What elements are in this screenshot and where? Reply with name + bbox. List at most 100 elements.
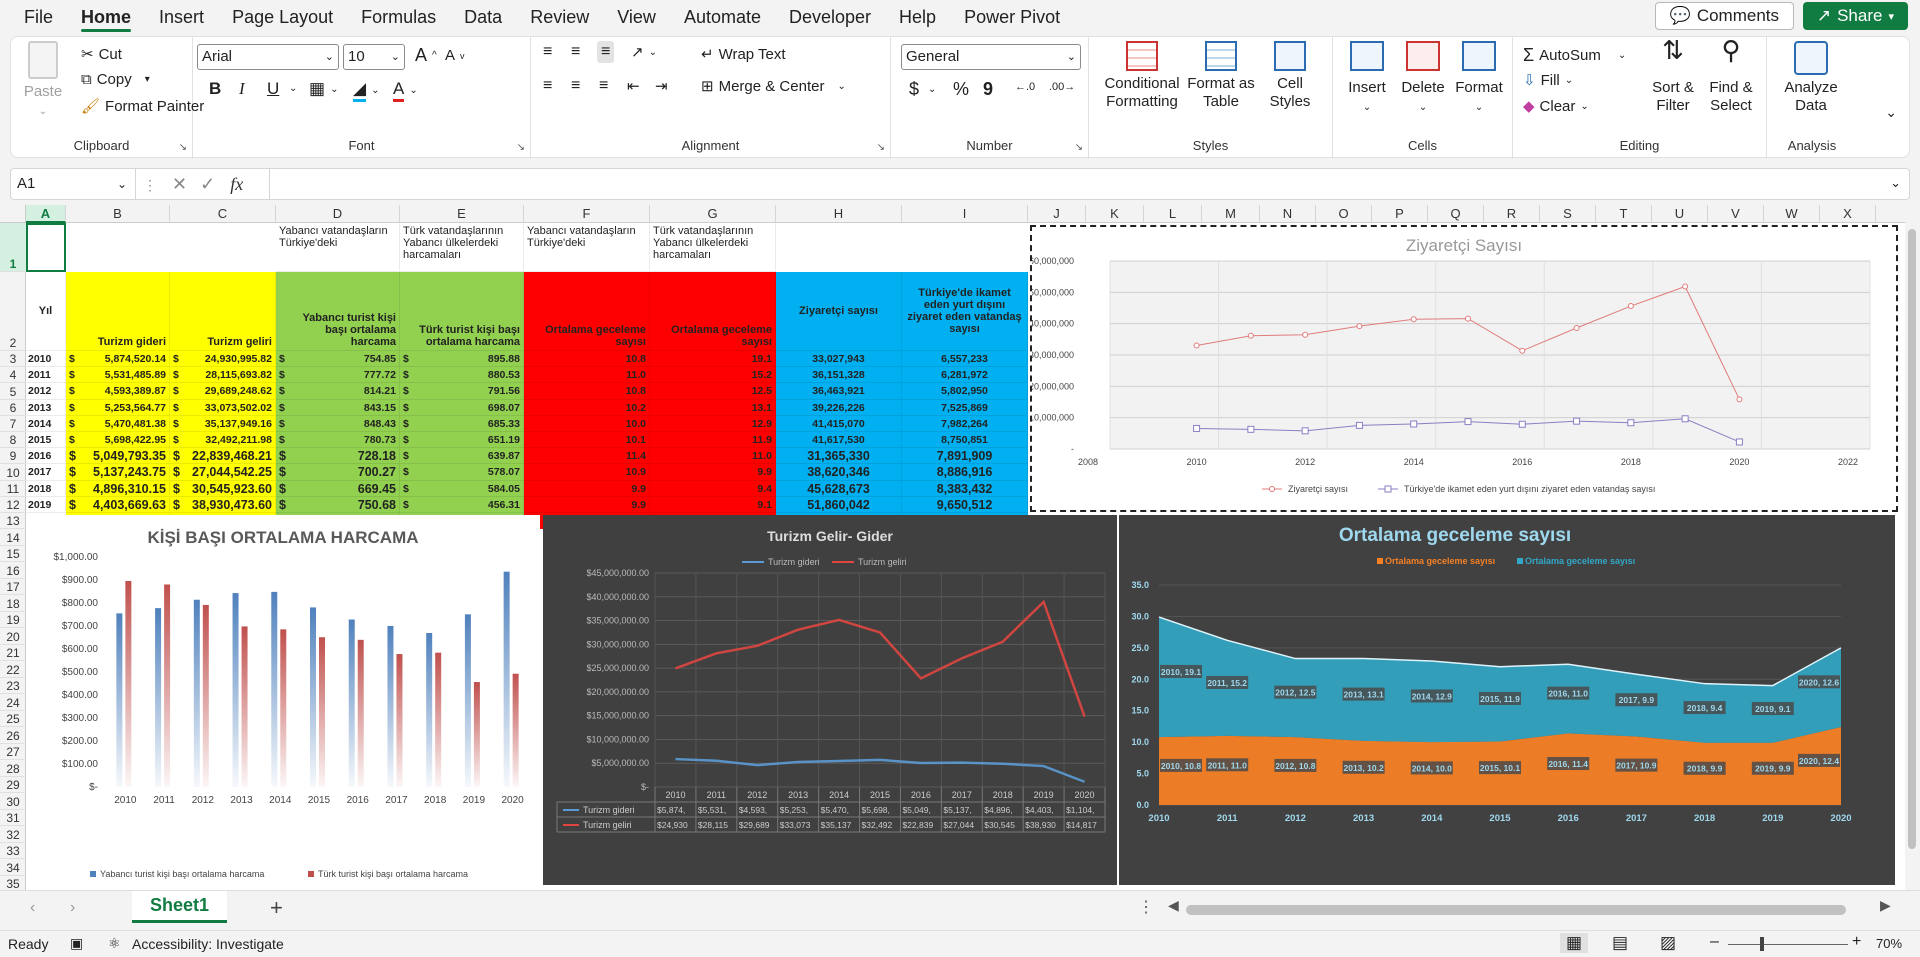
cell-B6[interactable]: $5,253,564.77	[66, 399, 170, 416]
dialog-launcher-icon[interactable]: ↘	[516, 142, 525, 153]
header-cell-H[interactable]: Ziyaretçi sayısı	[776, 272, 902, 351]
cell-G1[interactable]: Türk vatandaşlarının Yabancı ülkelerdeki…	[650, 223, 776, 272]
cut-button[interactable]: ✂ Cut	[81, 45, 122, 64]
dialog-launcher-icon[interactable]: ↘	[178, 142, 187, 153]
row-header-25[interactable]: 25	[0, 711, 26, 728]
cell-E1[interactable]: Türk vatandaşlarının Yabancı ülkelerdeki…	[400, 223, 524, 272]
menu-tab-power-pivot[interactable]: Power Pivot	[964, 7, 1061, 27]
cell-H4[interactable]: 36,151,328	[776, 367, 902, 384]
cell-H8[interactable]: 41,617,530	[776, 432, 902, 449]
column-header-N[interactable]: N	[1260, 205, 1316, 223]
row-header-26[interactable]: 26	[0, 727, 26, 744]
row-header-21[interactable]: 21	[0, 645, 26, 662]
cell-E4[interactable]: $880.53	[400, 367, 524, 384]
conditional-formatting-button[interactable]: Conditional Formatting	[1101, 41, 1183, 111]
row-header-28[interactable]: 28	[0, 760, 26, 777]
cell-D8[interactable]: $780.73	[276, 432, 400, 449]
cell-A4[interactable]: 2011	[26, 367, 66, 384]
scroll-right-icon[interactable]: ▶	[1880, 897, 1891, 913]
cell-D6[interactable]: $843.15	[276, 399, 400, 416]
vertical-scrollbar[interactable]	[1905, 205, 1920, 890]
accessibility-icon[interactable]: ⚛	[108, 935, 121, 951]
merge-center-button[interactable]: ⊞ Merge & Center ⌄	[701, 77, 846, 96]
zoom-slider-thumb[interactable]	[1760, 937, 1764, 951]
row-header-22[interactable]: 22	[0, 661, 26, 678]
cell-B3[interactable]: $5,874,520.14	[66, 351, 170, 368]
decrease-decimal-icon[interactable]: .00→	[1049, 81, 1076, 93]
cell-I10[interactable]: 8,886,916	[902, 464, 1028, 481]
row-header-16[interactable]: 16	[0, 562, 26, 579]
format-as-table-button[interactable]: Format as Table	[1185, 41, 1257, 111]
column-header-U[interactable]: U	[1652, 205, 1708, 223]
header-cell-I[interactable]: Türkiye'de ikamet eden yurt dışını ziyar…	[902, 272, 1028, 351]
row-header-35[interactable]: 35	[0, 876, 26, 890]
autosum-button[interactable]: Σ AutoSum ⌄	[1523, 45, 1626, 66]
cell-F11[interactable]: 9.9	[524, 480, 650, 497]
column-header-F[interactable]: F	[524, 205, 650, 223]
cell-F8[interactable]: 10.1	[524, 432, 650, 449]
align-center-icon[interactable]: ≡	[571, 77, 581, 94]
cell-A9[interactable]: 2016	[26, 448, 66, 465]
cell-B11[interactable]: $4,896,310.15	[66, 480, 170, 497]
cell-I5[interactable]: 5,802,950	[902, 383, 1028, 400]
comments-button[interactable]: 💬 Comments	[1654, 2, 1794, 30]
cell-I9[interactable]: 7,891,909	[902, 448, 1028, 465]
cell-H11[interactable]: 45,628,673	[776, 480, 902, 497]
column-header-P[interactable]: P	[1372, 205, 1428, 223]
cell-D10[interactable]: $700.27	[276, 464, 400, 481]
fill-color-icon[interactable]: ◢ ⌄	[353, 79, 379, 102]
column-header-G[interactable]: G	[650, 205, 776, 223]
cell-D9[interactable]: $728.18	[276, 448, 400, 465]
cell-H7[interactable]: 41,415,070	[776, 415, 902, 432]
vertical-scroll-thumb[interactable]	[1908, 229, 1916, 849]
copy-button[interactable]: ⧉ Copy ▾	[81, 71, 150, 88]
cell-H10[interactable]: 38,620,346	[776, 464, 902, 481]
cell-E5[interactable]: $791.56	[400, 383, 524, 400]
header-cell-E[interactable]: Türk turist kişi başı ortalama harcama	[400, 272, 524, 351]
formula-input[interactable]	[269, 169, 1879, 199]
cell-D1[interactable]: Yabancı vatandaşların Türkiye'deki	[276, 223, 400, 272]
cell-H5[interactable]: 36,463,921	[776, 383, 902, 400]
cell-D11[interactable]: $669.45	[276, 480, 400, 497]
expand-formula-icon[interactable]: ⌄	[1890, 175, 1901, 190]
zoom-in-icon[interactable]: +	[1852, 933, 1862, 950]
column-header-M[interactable]: M	[1202, 205, 1260, 223]
cell-A6[interactable]: 2013	[26, 399, 66, 416]
chart-income-expense[interactable]: Turizm Gelir- Gider Turizm gideri Turizm g…	[543, 515, 1117, 885]
format-button[interactable]: Format ⌄	[1451, 41, 1507, 117]
cell-A8[interactable]: 2015	[26, 432, 66, 449]
cell-C12[interactable]: $38,930,473.60	[170, 496, 276, 513]
row-header-15[interactable]: 15	[0, 546, 26, 563]
insert-button[interactable]: Insert ⌄	[1339, 41, 1395, 117]
cell-G12[interactable]: 9.1	[650, 496, 776, 513]
sheet-tab-sheet1[interactable]: Sheet1	[132, 891, 228, 923]
font-size-select[interactable]: 10 ⌄	[343, 44, 405, 70]
cell-E11[interactable]: $584.05	[400, 480, 524, 497]
menu-tab-data[interactable]: Data	[464, 7, 503, 27]
menu-tab-developer[interactable]: Developer	[788, 7, 872, 27]
row-header-3[interactable]: 3	[0, 351, 26, 368]
increase-decimal-icon[interactable]: ←.0	[1015, 81, 1036, 93]
cancel-icon[interactable]: ✕	[172, 174, 188, 194]
menu-tab-formulas[interactable]: Formulas	[361, 7, 437, 27]
select-all-corner[interactable]	[0, 205, 26, 223]
orientation-icon[interactable]: ↗ ⌄	[631, 44, 657, 61]
font-color-icon[interactable]: A ⌄	[393, 79, 418, 102]
currency-button[interactable]: $ ⌄	[909, 79, 937, 99]
column-header-R[interactable]: R	[1484, 205, 1540, 223]
italic-button[interactable]: I	[239, 79, 245, 98]
menu-tab-automate[interactable]: Automate	[683, 7, 761, 27]
row-header-32[interactable]: 32	[0, 826, 26, 843]
cell-C7[interactable]: $35,137,949.16	[170, 415, 276, 432]
cell-G5[interactable]: 12.5	[650, 383, 776, 400]
cell-I11[interactable]: 8,383,432	[902, 480, 1028, 497]
column-header-B[interactable]: B	[66, 205, 170, 223]
cell-B4[interactable]: $5,531,485.89	[66, 367, 170, 384]
chevron-down-icon[interactable]: ⌄	[289, 83, 298, 94]
menu-tab-review[interactable]: Review	[530, 7, 590, 27]
cell-F1[interactable]: Yabancı vatandaşların Türkiye'deki	[524, 223, 650, 272]
column-header-J[interactable]: J	[1028, 205, 1086, 223]
fill-button[interactable]: ⇩ Fill ⌄	[1523, 71, 1573, 90]
font-name-select[interactable]: Arial ⌄	[197, 44, 339, 70]
cell-C3[interactable]: $24,930,995.82	[170, 351, 276, 368]
